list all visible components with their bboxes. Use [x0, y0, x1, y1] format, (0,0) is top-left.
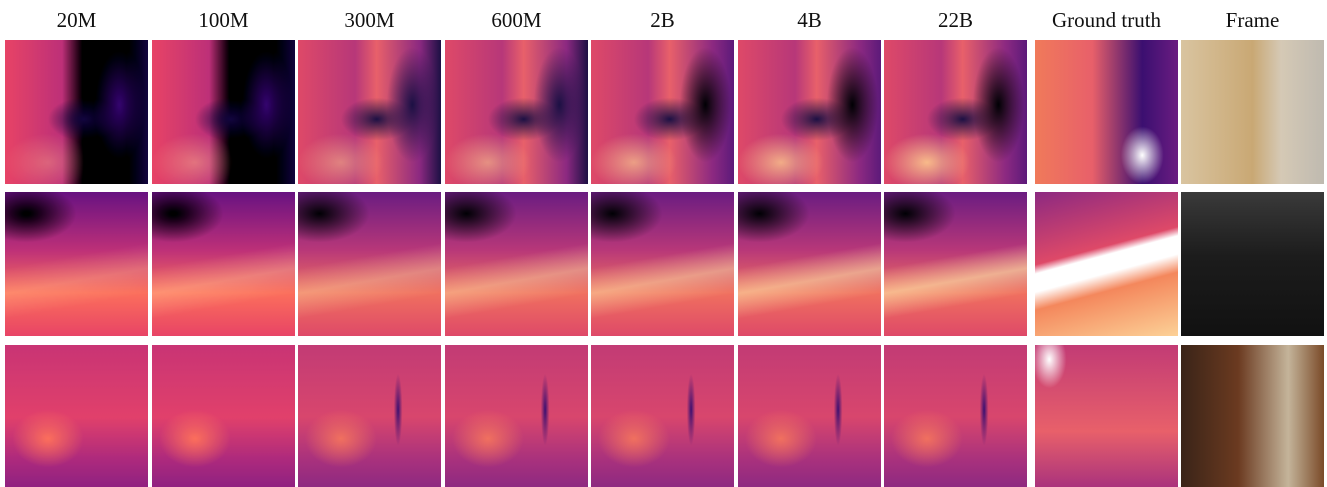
frame-image — [1181, 345, 1324, 487]
depth-map — [298, 40, 441, 184]
depth-map — [5, 345, 148, 487]
depth-map — [884, 40, 1027, 184]
column-header: 2B — [591, 8, 734, 33]
depth-map — [5, 192, 148, 336]
column-header: 300M — [298, 8, 441, 33]
depth-map — [884, 192, 1027, 336]
depth-map — [152, 192, 295, 336]
depth-map — [738, 192, 881, 336]
column-header: 4B — [738, 8, 881, 33]
depth-map — [152, 345, 295, 487]
depth-map — [445, 40, 588, 184]
column-header: 100M — [152, 8, 295, 33]
column-header: 22B — [884, 8, 1027, 33]
column-header: 600M — [445, 8, 588, 33]
depth-map — [591, 192, 734, 336]
depth-map — [591, 345, 734, 487]
depth-map — [5, 40, 148, 184]
depth-map — [445, 192, 588, 336]
depth-map — [738, 40, 881, 184]
depth-map — [152, 40, 295, 184]
column-header: Frame — [1181, 8, 1324, 33]
depth-map — [1035, 345, 1178, 487]
column-header: Ground truth — [1035, 8, 1178, 33]
depth-map — [738, 345, 881, 487]
frame-image — [1181, 40, 1324, 184]
depth-map — [884, 345, 1027, 487]
depth-map — [1035, 192, 1178, 336]
depth-map — [298, 192, 441, 336]
figure: 20M100M300M600M2B4B22B Ground truthFrame — [0, 0, 1327, 487]
frame-image — [1181, 192, 1324, 336]
depth-map — [1035, 40, 1178, 184]
column-header: 20M — [5, 8, 148, 33]
depth-map — [591, 40, 734, 184]
depth-map — [298, 345, 441, 487]
depth-map — [445, 345, 588, 487]
